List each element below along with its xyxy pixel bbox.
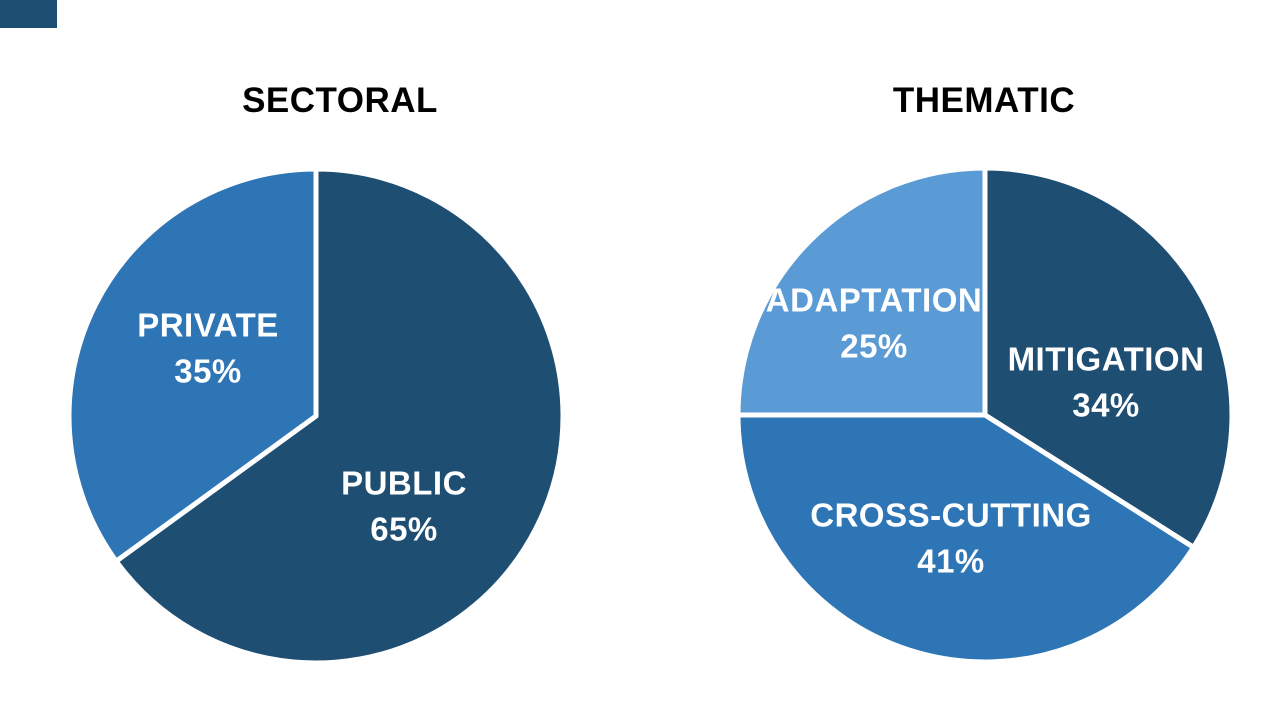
pie-svg: MITIGATION 34% CROSS-CUTTING 41% ADAPTATION 2…: [735, 165, 1235, 665]
slice-label-adaptation: ADAPTATION 25%: [766, 282, 982, 365]
chart-title: THEMATIC: [892, 81, 1076, 120]
pie-slice-adaptation: [735, 165, 988, 418]
pie-slice-private: [66, 166, 319, 564]
chart-title: SECTORAL: [242, 81, 438, 120]
pie-slice-public: [113, 166, 566, 666]
pie-svg: PUBLIC 65% PRIVATE 35%: [66, 166, 566, 666]
slice-label-private: PRIVATE 35%: [137, 307, 279, 390]
slice-label-mitigation: MITIGATION 34%: [1008, 341, 1205, 424]
pie-chart-sectoral: PUBLIC 65% PRIVATE 35%: [66, 166, 566, 666]
corner-accent-bar: [0, 0, 57, 28]
pie-chart-thematic: MITIGATION 34% CROSS-CUTTING 41% ADAPTATION 2…: [735, 165, 1235, 665]
slice-label-public: PUBLIC 65%: [341, 465, 467, 548]
pie-slice-cross-cutting: [735, 412, 1197, 665]
slice-label-cross-cutting: CROSS-CUTTING 41%: [810, 497, 1092, 580]
